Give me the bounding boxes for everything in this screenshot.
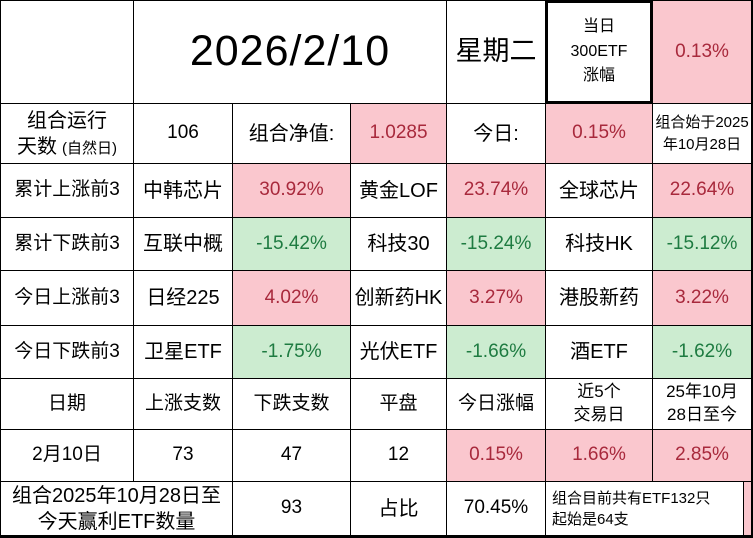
etf-change: 4.02% (233, 271, 351, 326)
top-left-blank-cell (1, 1, 134, 104)
run-days-label-line2: 天数 (自然日) (17, 134, 117, 160)
etf-change: -15.12% (653, 218, 752, 271)
run-days-value: 106 (134, 104, 233, 164)
etf-name: 科技HK (546, 218, 653, 271)
winning-etf-label: 组合2025年10月28日至 今天赢利ETF数量 (1, 482, 233, 536)
run-days-label-line1: 组合运行 (27, 109, 107, 132)
winning-label-line1: 组合2025年10月28日至 (12, 484, 221, 507)
header-5day-line1: 近5个 (577, 382, 621, 402)
daily-date: 2月10日 (1, 430, 134, 482)
etf-change: 22.64% (653, 164, 752, 218)
start-note-line1: 组合始于2025 (655, 113, 749, 131)
col-header-5day: 近5个 交易日 (546, 379, 653, 430)
etf300-label-line2: 300ETF (570, 42, 628, 60)
col-header-flat: 平盘 (351, 379, 447, 430)
run-days-word: 天数 (17, 135, 57, 158)
nav-value: 1.0285 (351, 104, 447, 164)
etf-change: -15.42% (233, 218, 351, 271)
size-note-line2: 起始是64支 (552, 510, 629, 528)
etf-name: 黄金LOF (351, 164, 447, 218)
start-note-line2: 年10月28日 (662, 135, 742, 153)
size-note-line1: 组合目前共有ETF132只 (552, 489, 711, 507)
etf-change: 3.22% (653, 271, 752, 326)
today-label: 今日: (447, 104, 546, 164)
ratio-label: 占比 (351, 482, 447, 536)
run-days-note: (自然日) (62, 139, 117, 157)
flat-count: 12 (351, 430, 447, 482)
rank-label-cum-down: 累计下跌前3 (1, 218, 134, 271)
etf-change: -1.62% (653, 326, 752, 379)
portfolio-start-note: 组合始于2025 年10月28日 (653, 104, 752, 164)
portfolio-size-note: 组合目前共有ETF132只 起始是64支 (546, 482, 752, 536)
weekday-label: 星期二 (447, 1, 546, 104)
etf-name: 光伏ETF (351, 326, 447, 379)
run-days-label: 组合运行 天数 (自然日) (1, 104, 134, 164)
five-day-change: 1.66% (546, 430, 653, 482)
winning-etf-count: 93 (233, 482, 351, 536)
winning-label-line2: 今天赢利ETF数量 (37, 510, 196, 533)
etf300-change-value: 0.13% (653, 1, 752, 104)
etf-name: 创新药HK (351, 271, 447, 326)
since-start-change: 2.85% (653, 430, 752, 482)
report-date: 2026/2/10 (134, 1, 447, 104)
header-since-line1: 25年10月 (666, 382, 738, 402)
nav-label: 组合净值: (233, 104, 351, 164)
rank-label-day-up: 今日上涨前3 (1, 271, 134, 326)
col-header-decliners: 下跌支数 (233, 379, 351, 430)
etf-name: 港股新药 (546, 271, 653, 326)
etf-name: 全球芯片 (546, 164, 653, 218)
etf300-label-line3: 涨幅 (582, 67, 615, 85)
header-5day-line2: 交易日 (573, 405, 625, 424)
etf-change: -1.75% (233, 326, 351, 379)
etf-name: 日经225 (134, 271, 233, 326)
col-header-advancers: 上涨支数 (134, 379, 233, 430)
col-header-since-start: 25年10月 28日至今 (653, 379, 752, 430)
today-change: 0.15% (447, 430, 546, 482)
advancers-count: 73 (134, 430, 233, 482)
rank-label-cum-up: 累计上涨前3 (1, 164, 134, 218)
etf300-label-line1: 当日 (582, 17, 615, 35)
etf-change: -15.24% (447, 218, 546, 271)
etf-change: -1.66% (447, 326, 546, 379)
etf-change: 3.27% (447, 271, 546, 326)
ratio-value: 70.45% (447, 482, 546, 536)
today-change-value: 0.15% (546, 104, 653, 164)
etf300-change-label: 当日 300ETF 涨幅 (546, 1, 653, 104)
etf-name: 科技30 (351, 218, 447, 271)
etf-name: 互联中概 (134, 218, 233, 271)
header-since-line2: 28日至今 (667, 405, 737, 424)
etf-name: 卫星ETF (134, 326, 233, 379)
col-header-date: 日期 (1, 379, 134, 430)
etf-change: 30.92% (233, 164, 351, 218)
etf-name: 酒ETF (546, 326, 653, 379)
decliners-count: 47 (233, 430, 351, 482)
rank-label-day-down: 今日下跌前3 (1, 326, 134, 379)
etf-name: 中韩芯片 (134, 164, 233, 218)
col-header-today-change: 今日涨幅 (447, 379, 546, 430)
etf-change: 23.74% (447, 164, 546, 218)
